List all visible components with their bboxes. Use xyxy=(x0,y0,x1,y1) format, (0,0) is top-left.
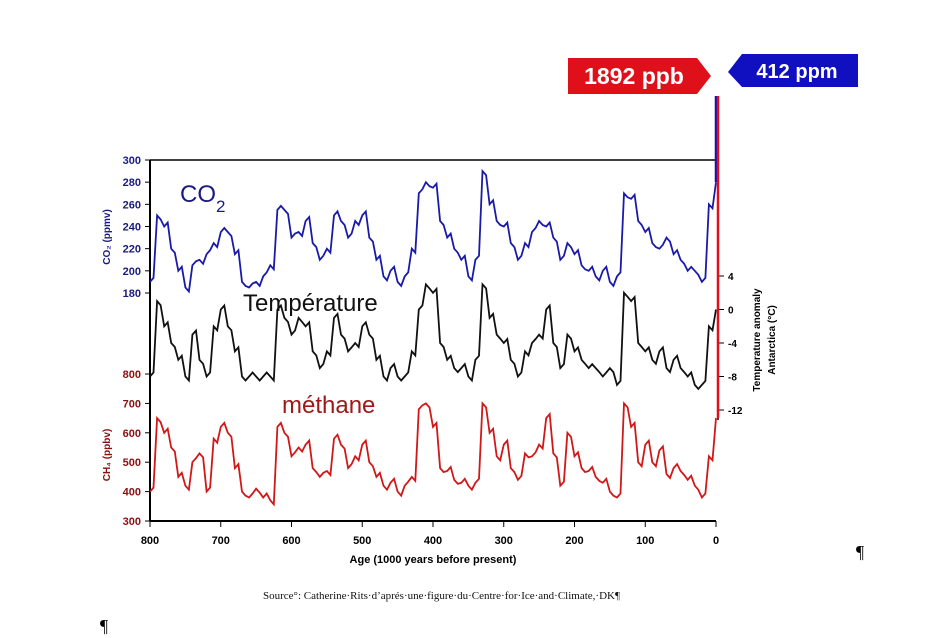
temperature-label: Température xyxy=(243,290,378,317)
temp-axis-label-1: Temperature anomaly xyxy=(752,288,763,392)
y-tick-label: 280 xyxy=(123,177,141,189)
co2-line xyxy=(149,168,717,294)
co2-axis-label: CO₂ (ppmv) xyxy=(102,209,113,265)
y-tick-label: 800 xyxy=(123,369,141,381)
x-axis-label: Age (1000 years before present) xyxy=(350,554,517,566)
co2-present-badge: 412 ppm xyxy=(728,54,858,87)
x-tick-label: 600 xyxy=(282,535,300,547)
svg-text:1892 ppb: 1892 ppb xyxy=(584,63,684,89)
co2-label: CO2 xyxy=(180,181,225,216)
y-tick-label: 300 xyxy=(123,516,141,528)
methane-line xyxy=(149,401,717,507)
figure-caption: Source°: Catherine·Rits·d’aprés·une·figu… xyxy=(263,590,620,602)
ch4-axis-label: CH₄ (ppbv) xyxy=(102,429,113,482)
y-tick-label: 220 xyxy=(123,244,141,256)
svg-text:412 ppm: 412 ppm xyxy=(756,61,837,83)
y-tick-label: 240 xyxy=(123,222,141,234)
y-tick-label: 600 xyxy=(123,428,141,440)
temp-tick-label: -4 xyxy=(728,339,737,350)
y-tick-label: 300 xyxy=(123,155,141,167)
temp-tick-label: 4 xyxy=(728,272,734,283)
x-tick-label: 200 xyxy=(565,535,583,547)
x-tick-label: 100 xyxy=(636,535,654,547)
y-tick-label: 500 xyxy=(123,457,141,469)
y-tick-label: 200 xyxy=(123,266,141,278)
x-tick-label: 700 xyxy=(212,535,230,547)
pilcrow-mark: ¶ xyxy=(100,616,109,636)
pilcrow-mark: ¶ xyxy=(856,542,865,562)
temperature-line xyxy=(149,282,717,391)
y-tick-label: 400 xyxy=(123,487,141,499)
methane-label: méthane xyxy=(282,392,375,419)
y-tick-label: 700 xyxy=(123,398,141,410)
temp-tick-label: 0 xyxy=(728,306,734,317)
temp-axis-label-2: Antarctica (°C) xyxy=(767,305,778,375)
y-tick-label: 180 xyxy=(123,288,141,300)
x-tick-label: 300 xyxy=(495,535,513,547)
x-tick-label: 0 xyxy=(713,535,719,547)
x-tick-label: 400 xyxy=(424,535,442,547)
x-tick-label: 500 xyxy=(353,535,371,547)
y-tick-label: 260 xyxy=(123,199,141,211)
temp-tick-label: -12 xyxy=(728,406,743,417)
ch4-present-badge: 1892 ppb xyxy=(568,58,711,94)
temp-tick-label: -8 xyxy=(728,373,737,384)
x-tick-label: 800 xyxy=(141,535,159,547)
